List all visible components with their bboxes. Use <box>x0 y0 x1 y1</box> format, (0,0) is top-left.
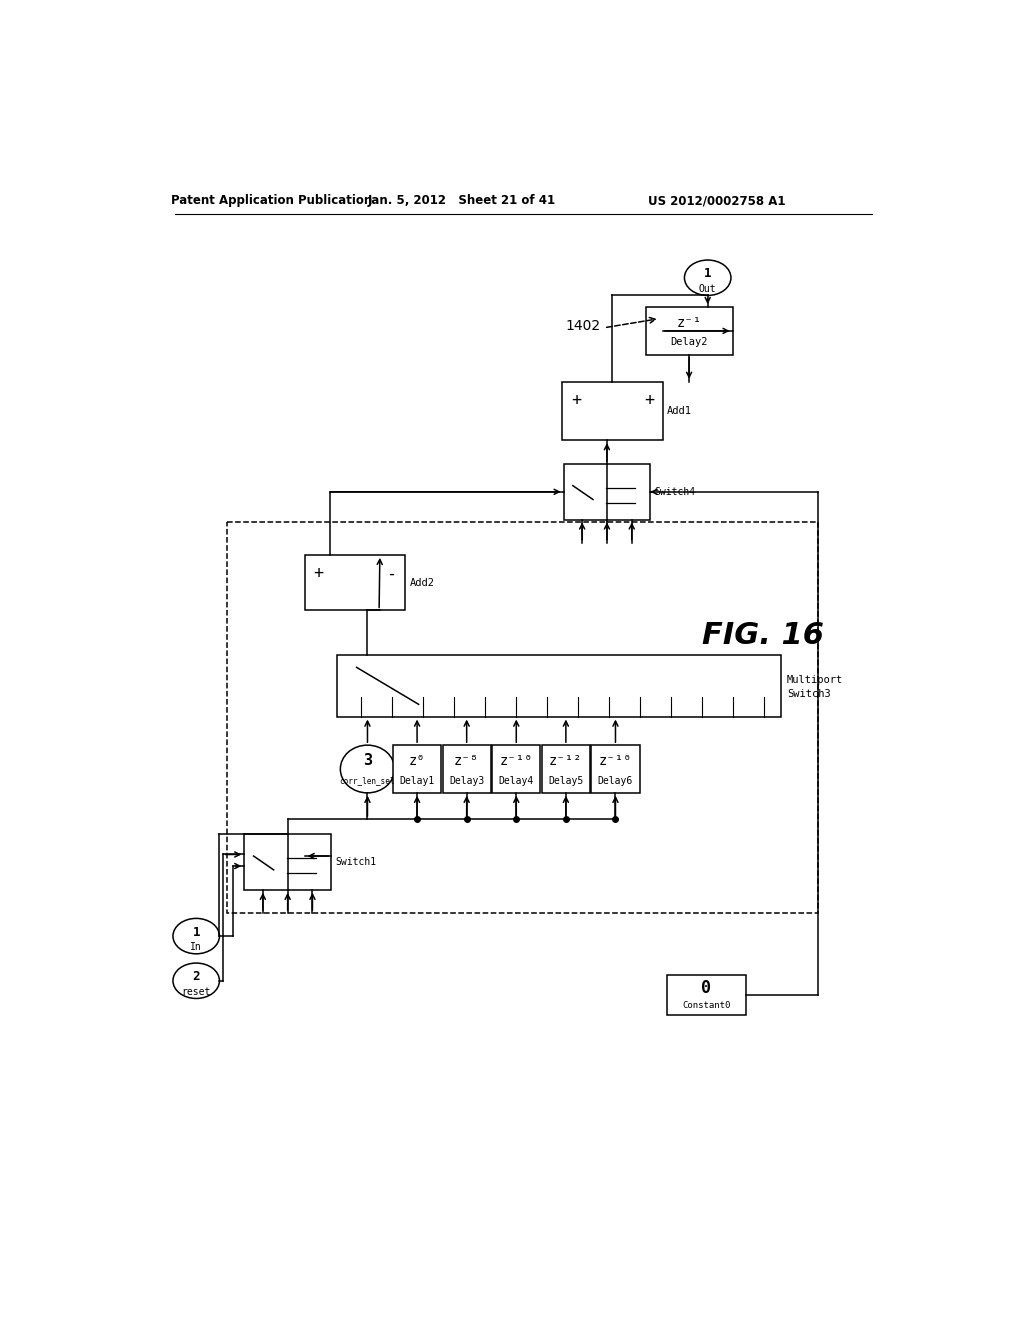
Ellipse shape <box>340 744 394 793</box>
Text: corr_len_sel: corr_len_sel <box>340 776 395 785</box>
Text: Delay5: Delay5 <box>548 776 584 785</box>
Ellipse shape <box>173 919 219 954</box>
Bar <box>442 744 490 793</box>
Bar <box>562 381 663 441</box>
Text: -: - <box>386 565 396 582</box>
Text: Delay2: Delay2 <box>671 337 708 347</box>
Text: z⁻¹: z⁻¹ <box>677 317 701 330</box>
Text: Switch1: Switch1 <box>335 857 376 867</box>
Text: 1: 1 <box>193 925 200 939</box>
Bar <box>646 308 732 355</box>
Bar <box>393 744 441 793</box>
Text: Delay3: Delay3 <box>450 776 484 785</box>
Bar <box>227 521 818 913</box>
Text: In: In <box>190 942 202 952</box>
Text: 1402: 1402 <box>566 319 601 333</box>
Ellipse shape <box>684 260 731 296</box>
Text: Constant0: Constant0 <box>682 1001 730 1010</box>
Text: +: + <box>644 391 653 409</box>
Text: z⁻⁸: z⁻⁸ <box>454 754 479 767</box>
Text: reset: reset <box>181 986 211 997</box>
Text: Delay6: Delay6 <box>598 776 633 785</box>
Text: z⁰: z⁰ <box>409 754 425 767</box>
Text: +: + <box>313 565 324 582</box>
Text: 3: 3 <box>362 752 372 768</box>
Text: Add1: Add1 <box>667 407 691 416</box>
Text: z⁻¹⁰: z⁻¹⁰ <box>500 754 534 767</box>
Text: Add2: Add2 <box>410 578 434 587</box>
Text: Delay4: Delay4 <box>499 776 534 785</box>
Text: Out: Out <box>699 284 717 293</box>
Bar <box>337 655 780 717</box>
Text: z⁻¹²: z⁻¹² <box>549 754 583 767</box>
Text: Jan. 5, 2012   Sheet 21 of 41: Jan. 5, 2012 Sheet 21 of 41 <box>368 194 555 207</box>
Bar <box>563 465 650 520</box>
Text: 1: 1 <box>703 268 712 280</box>
Bar <box>542 744 590 793</box>
Text: Switch3: Switch3 <box>786 689 830 698</box>
Bar <box>592 744 640 793</box>
Text: Switch4: Switch4 <box>654 487 695 496</box>
Ellipse shape <box>173 964 219 998</box>
Text: 0: 0 <box>701 979 711 998</box>
Text: Delay1: Delay1 <box>399 776 435 785</box>
Text: 2: 2 <box>193 970 200 983</box>
Bar <box>667 974 745 1015</box>
Text: US 2012/0002758 A1: US 2012/0002758 A1 <box>648 194 785 207</box>
Text: Multiport: Multiport <box>786 675 843 685</box>
Bar <box>245 834 331 890</box>
Bar <box>493 744 541 793</box>
Bar <box>305 554 406 610</box>
Text: z⁻¹⁰: z⁻¹⁰ <box>599 754 632 767</box>
Text: Patent Application Publication: Patent Application Publication <box>171 194 372 207</box>
Text: +: + <box>571 391 581 409</box>
Text: FIG. 16: FIG. 16 <box>702 622 824 651</box>
